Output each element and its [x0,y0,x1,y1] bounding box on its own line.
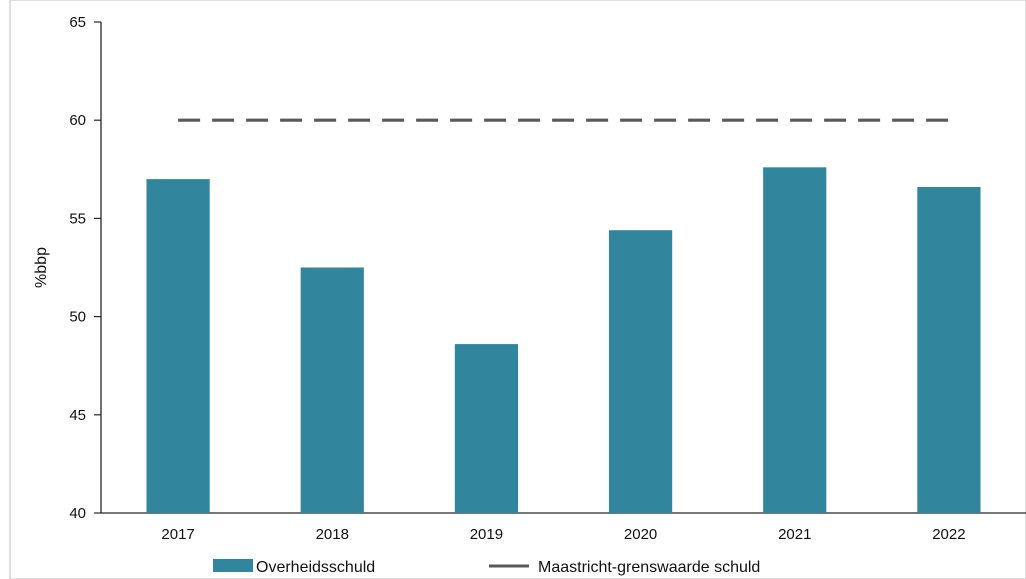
y-tick-label: 55 [69,210,86,227]
bar-2021 [763,167,827,513]
legend-swatch-overheidsschuld [213,559,253,572]
bar-2018 [300,267,364,513]
y-tick-label: 65 [69,14,86,31]
legend-label-maastricht: Maastricht-grenswaarde schuld [538,559,760,576]
x-tick-label: 2019 [470,526,503,543]
x-tick-label: 2020 [624,526,657,543]
x-tick-label: 2017 [161,526,194,543]
y-tick-label: 40 [69,505,86,522]
x-tick-label: 2021 [778,526,811,543]
bar-2020 [608,230,673,513]
y-tick-label: 45 [69,407,86,424]
bar-2022 [917,186,981,513]
y-tick-label: 50 [69,309,86,326]
x-tick-label: 2022 [932,526,965,543]
bar-2019 [454,344,519,513]
legend-label-overheidsschuld: Overheidsschuld [256,559,375,576]
legend: Overheidsschuld Maastricht-grenswaarde sc… [213,559,760,576]
x-tick-label: 2018 [316,526,349,543]
y-axis-label: %bbp [33,247,50,288]
y-tick-label: 60 [69,112,86,129]
chart-frame [9,0,1026,579]
plot-area: 40 45 50 55 60 65 %bbp 2017 2018 2019 2020 2021 2022 [33,14,1026,543]
bar-2017 [146,179,210,513]
